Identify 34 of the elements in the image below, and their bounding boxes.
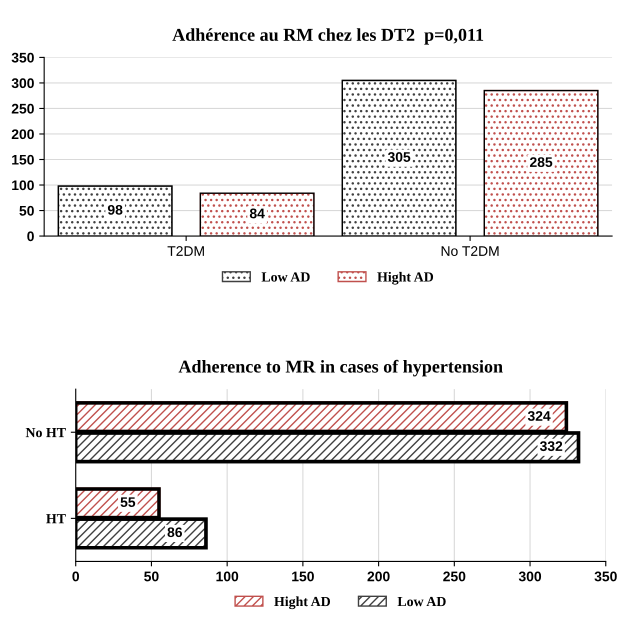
data-label: 98 bbox=[108, 204, 122, 215]
x-tick-label: 250 bbox=[443, 572, 466, 582]
data-label: 332 bbox=[540, 441, 562, 452]
chart-title: Adhérence au RM chez les DT2 p=0,011 bbox=[172, 28, 484, 45]
x-tick-label: 150 bbox=[292, 572, 314, 582]
data-label: 324 bbox=[528, 411, 551, 421]
data-label: 55 bbox=[120, 497, 136, 508]
y-tick-label: 350 bbox=[12, 52, 34, 63]
y-tick-label: 50 bbox=[19, 206, 34, 216]
x-tick-label: 0 bbox=[72, 572, 80, 582]
data-label: 86 bbox=[168, 527, 182, 538]
x-tick-label: 300 bbox=[518, 572, 542, 582]
y-tick-label: 100 bbox=[12, 180, 34, 190]
y-tick-label: 150 bbox=[12, 154, 34, 165]
x-tick-label: No T2DM bbox=[442, 246, 499, 256]
x-tick-label: 50 bbox=[144, 572, 159, 582]
x-tick-label: 200 bbox=[367, 572, 390, 582]
legend-label: Hight AD bbox=[274, 596, 330, 610]
x-tick-label: 350 bbox=[594, 572, 617, 582]
x-tick-label: T2DM bbox=[168, 246, 204, 256]
data-label: 84 bbox=[250, 208, 265, 218]
y-tick-label: 250 bbox=[12, 104, 34, 114]
y-tick-label: HT bbox=[46, 514, 66, 524]
y-tick-label: 300 bbox=[12, 78, 34, 88]
legend-label: Hight AD bbox=[377, 272, 434, 285]
y-tick-label: 0 bbox=[27, 231, 34, 242]
chart-title: Adherence to MR in cases of hypertension bbox=[178, 360, 503, 376]
legend-label: Low AD bbox=[398, 596, 446, 606]
legend-label: Low AD bbox=[262, 272, 310, 282]
y-tick-label: No HT bbox=[26, 428, 66, 438]
x-tick-label: 100 bbox=[216, 572, 238, 582]
y-tick-label: 200 bbox=[12, 129, 34, 140]
data-label: 285 bbox=[530, 157, 552, 168]
data-label: 305 bbox=[388, 152, 410, 162]
